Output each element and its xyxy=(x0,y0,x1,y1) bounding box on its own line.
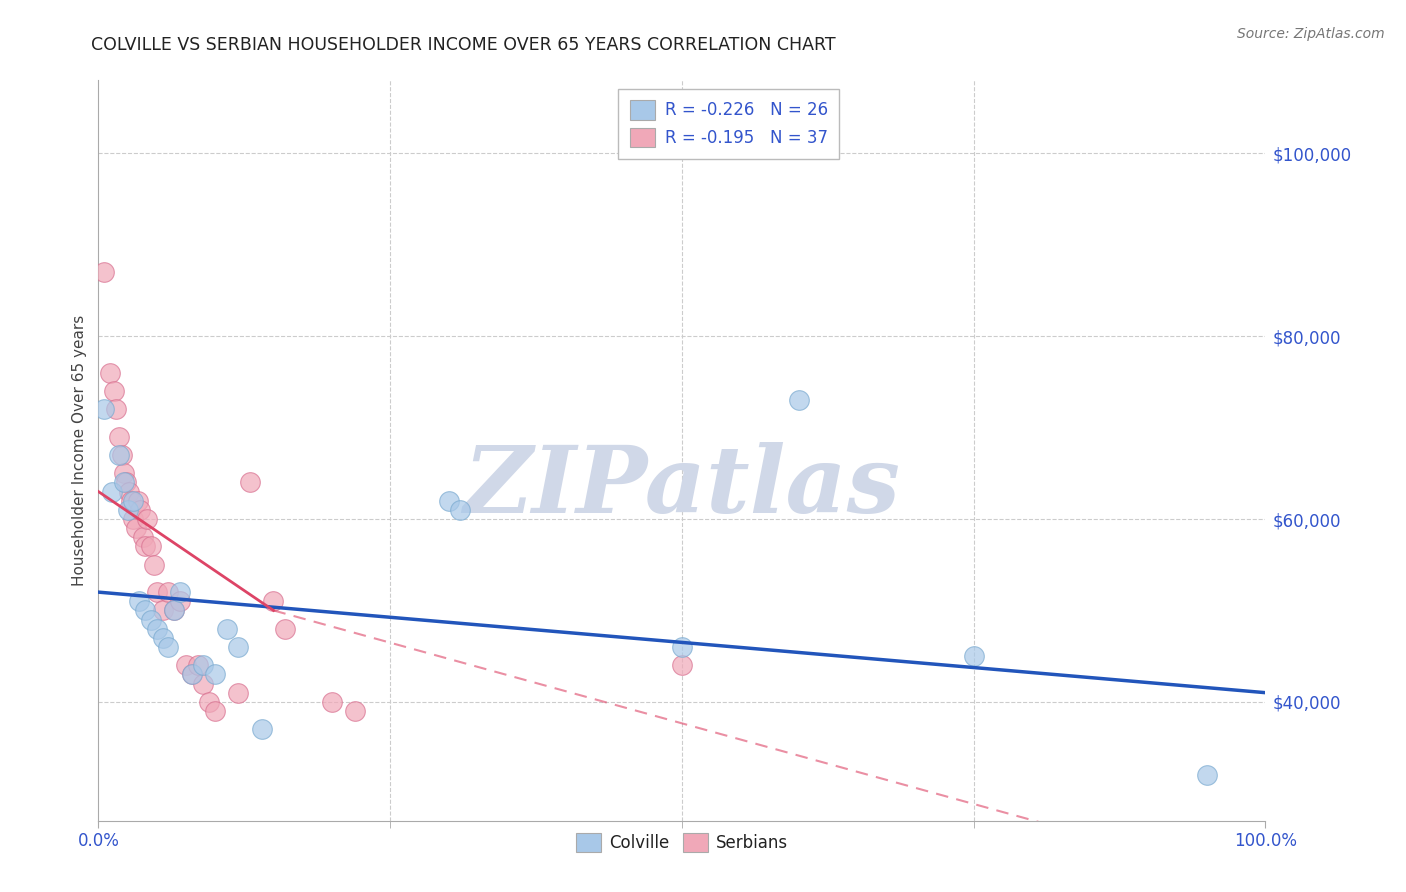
Point xyxy=(449,503,471,517)
Point xyxy=(198,695,221,709)
Point xyxy=(101,484,124,499)
Point xyxy=(122,493,145,508)
Y-axis label: Householder Income Over 65 years: Householder Income Over 65 years xyxy=(72,315,87,586)
Point xyxy=(112,475,135,490)
Legend: Colville, Serbians: Colville, Serbians xyxy=(568,824,796,861)
Point xyxy=(787,393,810,408)
Text: Source: ZipAtlas.com: Source: ZipAtlas.com xyxy=(1237,27,1385,41)
Point xyxy=(250,723,273,737)
Point xyxy=(193,658,215,673)
Point xyxy=(204,667,226,681)
Point xyxy=(239,475,262,490)
Point xyxy=(1197,768,1219,782)
Point xyxy=(321,695,343,709)
Point xyxy=(127,493,149,508)
Point xyxy=(180,667,202,681)
Point xyxy=(962,649,984,664)
Point xyxy=(104,402,127,417)
Point xyxy=(152,631,174,645)
Point xyxy=(262,594,284,608)
Point xyxy=(671,640,693,654)
Point xyxy=(122,512,145,526)
Point xyxy=(157,640,180,654)
Point xyxy=(180,667,202,681)
Point xyxy=(93,265,115,279)
Point xyxy=(111,448,134,462)
Point xyxy=(204,704,226,718)
Point xyxy=(274,622,297,636)
Point xyxy=(152,603,174,617)
Point xyxy=(174,658,197,673)
Point xyxy=(93,402,115,417)
Point xyxy=(108,430,131,444)
Point xyxy=(103,384,125,398)
Point xyxy=(134,540,156,554)
Point xyxy=(146,585,169,599)
Point xyxy=(134,603,156,617)
Point xyxy=(163,603,186,617)
Point xyxy=(169,585,191,599)
Point xyxy=(193,676,215,690)
Point xyxy=(125,521,148,535)
Point xyxy=(117,503,139,517)
Point xyxy=(157,585,180,599)
Point xyxy=(169,594,191,608)
Point xyxy=(163,603,186,617)
Point xyxy=(136,512,159,526)
Point xyxy=(228,686,250,700)
Point xyxy=(139,613,162,627)
Point xyxy=(228,640,250,654)
Point xyxy=(671,658,693,673)
Point xyxy=(128,594,150,608)
Point xyxy=(120,493,142,508)
Point xyxy=(112,467,135,481)
Point xyxy=(437,493,460,508)
Point xyxy=(187,658,209,673)
Point xyxy=(132,530,155,544)
Point xyxy=(108,448,131,462)
Point xyxy=(98,366,121,380)
Text: ZIPatlas: ZIPatlas xyxy=(464,442,900,533)
Point xyxy=(146,622,169,636)
Point xyxy=(115,475,138,490)
Text: COLVILLE VS SERBIAN HOUSEHOLDER INCOME OVER 65 YEARS CORRELATION CHART: COLVILLE VS SERBIAN HOUSEHOLDER INCOME O… xyxy=(91,36,837,54)
Point xyxy=(215,622,238,636)
Point xyxy=(129,503,152,517)
Point xyxy=(344,704,367,718)
Point xyxy=(118,484,141,499)
Point xyxy=(143,558,166,572)
Point xyxy=(139,540,162,554)
